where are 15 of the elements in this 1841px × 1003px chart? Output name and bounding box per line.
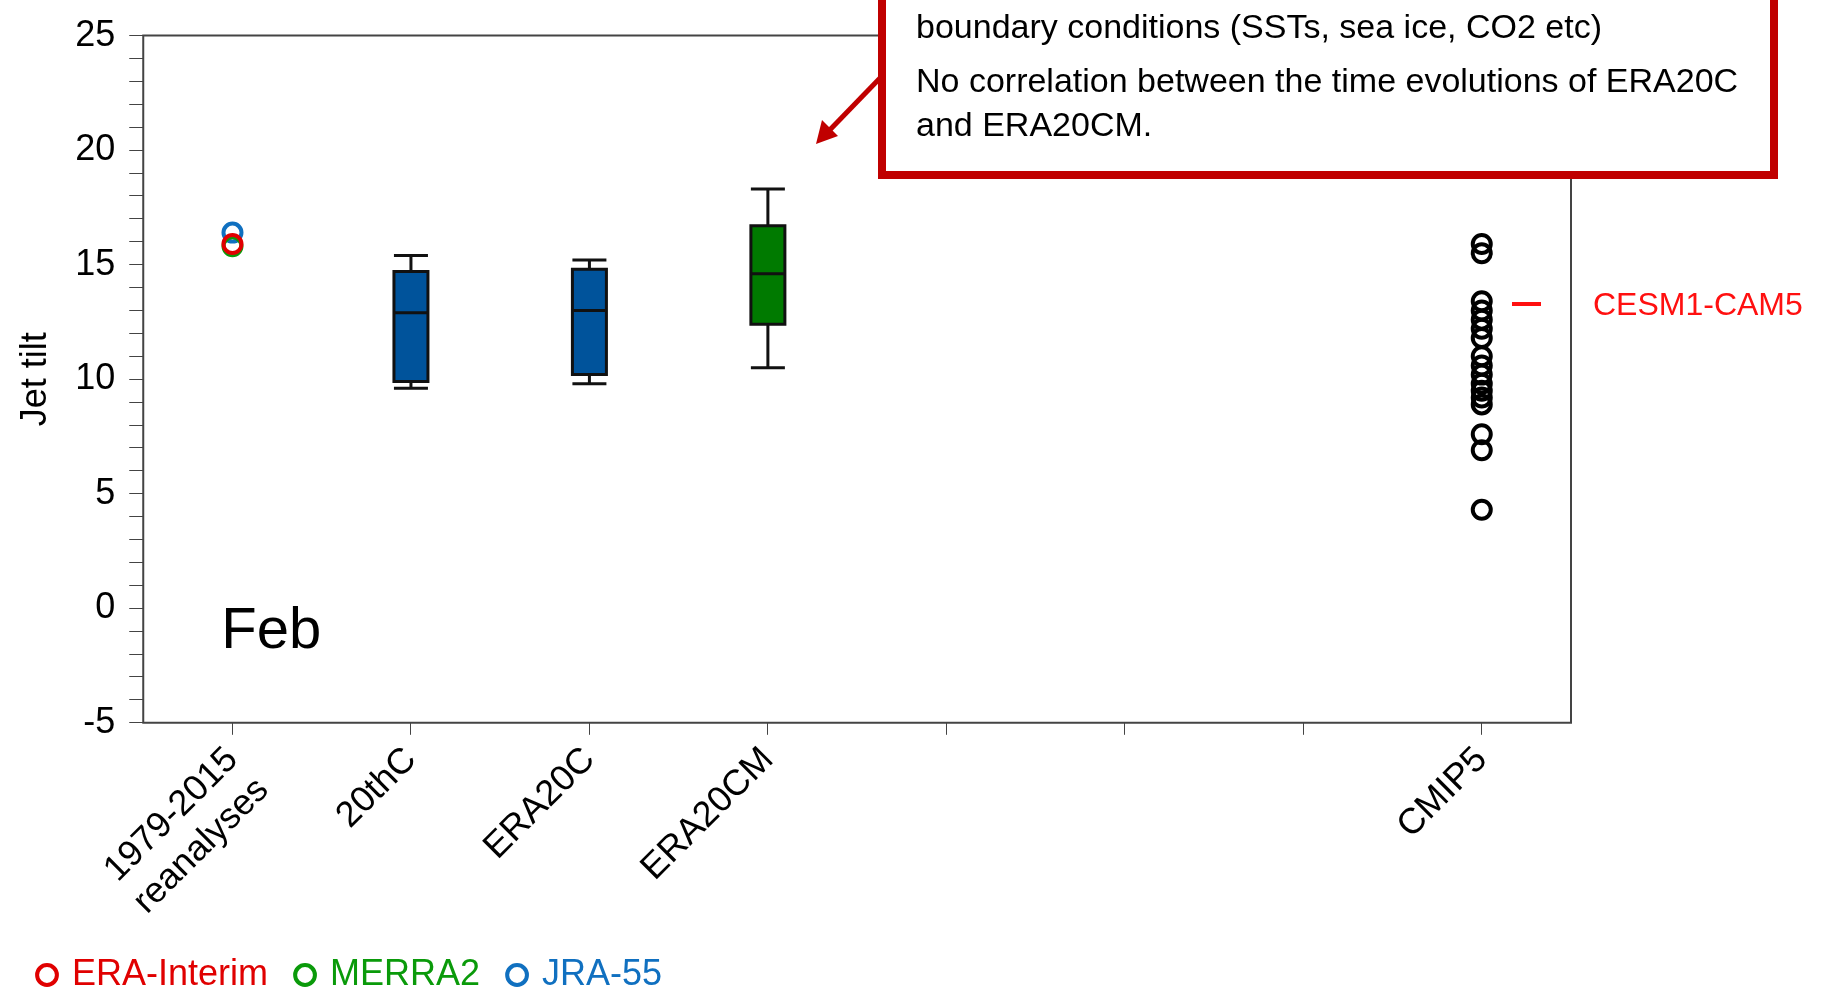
y-tick-label: 10 <box>75 356 116 398</box>
y-tick-label: 15 <box>75 241 116 283</box>
y-tick-label: -5 <box>83 699 116 741</box>
y-axis-title: Jet tilt <box>12 332 54 427</box>
y-tick-label: 20 <box>75 127 116 169</box>
text: CESM1-CAM5 <box>1593 285 1803 322</box>
y-tick-label: 5 <box>95 470 116 512</box>
annotation: boundary conditions (SSTs, sea ice, CO2 etc) <box>916 6 1603 47</box>
annotation: Feb <box>221 594 322 660</box>
legend-label: JRA-55 <box>542 951 663 993</box>
y-tick-label: 25 <box>75 12 116 54</box>
y-tick-label: 0 <box>95 585 116 627</box>
legend-label: MERRA2 <box>330 951 481 993</box>
annotation: No correlation between the time evolutions of ERA20C and ERA20CM. <box>916 60 1740 146</box>
legend-label: ERA-Interim <box>72 951 269 993</box>
